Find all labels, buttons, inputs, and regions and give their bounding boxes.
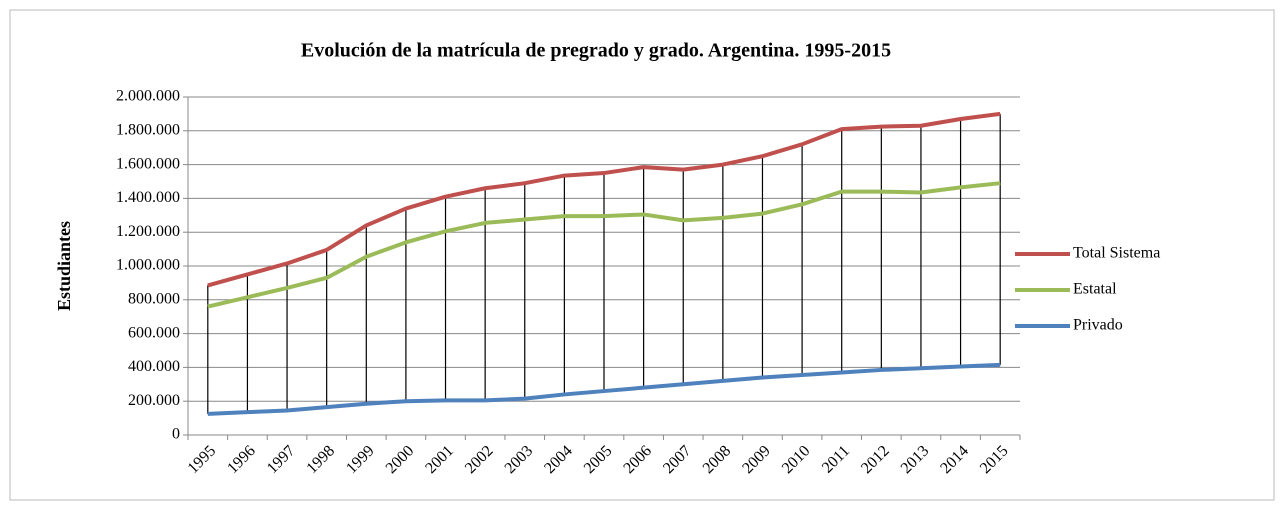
- series-line: [207, 111, 1001, 288]
- y-tick-label: 0: [172, 426, 180, 443]
- y-tick-label: 200.000: [128, 392, 180, 409]
- series-line: [207, 181, 1001, 309]
- y-tick-label: 1.400.000: [116, 189, 180, 206]
- y-tick-label: 600.000: [128, 324, 180, 341]
- legend-label: Privado: [1073, 317, 1123, 334]
- y-tick-label: 400.000: [128, 358, 180, 375]
- legend-label: Estatal: [1073, 281, 1117, 298]
- y-axis-label: Estudiantes: [54, 221, 74, 311]
- y-tick-label: 1.200.000: [116, 223, 180, 240]
- chart-title: Evolución de la matrícula de pregrado y …: [301, 40, 891, 62]
- y-tick-label: 2.000.000: [116, 88, 180, 105]
- y-tick-label: 1.800.000: [116, 121, 180, 138]
- y-tick-label: 1.600.000: [116, 155, 180, 172]
- y-tick-label: 1.000.000: [116, 257, 180, 274]
- y-tick-label: 800.000: [128, 290, 180, 307]
- legend-label: Total Sistema: [1073, 245, 1160, 262]
- series-line: [207, 362, 1001, 416]
